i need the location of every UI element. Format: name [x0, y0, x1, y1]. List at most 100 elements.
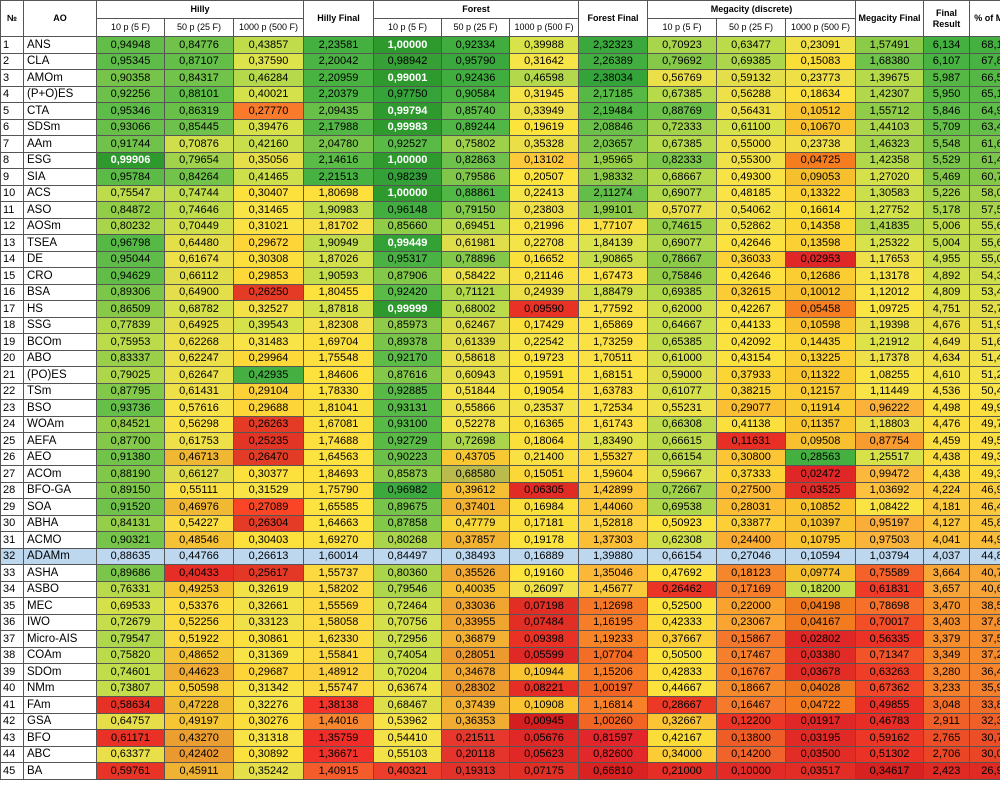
cell-megacity-10p: 0,28667 — [647, 696, 718, 714]
table-row[interactable]: 30 ABHA 0,84131 0,54227 0,26304 1,64663 0,8785… — [0, 514, 1000, 532]
table-row[interactable]: 21 (PO)ES 0,79025 0,62647 0,42935 1,84606 0,87… — [0, 366, 1000, 384]
table-row[interactable]: 25 AEFA 0,87700 0,61753 0,25235 1,74688 0,9272… — [0, 432, 1000, 450]
table-row[interactable]: 7 AAm 0,91744 0,70876 0,42160 2,04780 0,92527 0… — [0, 135, 1000, 153]
cell-megacity-final: 1,19398 — [855, 316, 925, 334]
cell-hilly-10p: 0,59761 — [96, 762, 165, 780]
subheader-forest-10p: 10 p (5 F) — [373, 18, 442, 37]
cell-hilly-final: 2,20042 — [303, 52, 374, 70]
table-row[interactable]: 44 ABC 0,63377 0,42402 0,30892 1,36671 0,55103… — [0, 745, 1000, 763]
cell-hilly-10p: 0,94948 — [96, 36, 165, 54]
table-row[interactable]: 4 (P+O)ES 0,92256 0,88101 0,40021 2,20379 0,97… — [0, 85, 1000, 103]
cell-hilly-1000p: 0,35242 — [233, 762, 304, 780]
cell-pct-max: 30,06 — [969, 745, 1000, 763]
table-row[interactable]: 10 ACS 0,75547 0,74744 0,30407 1,80698 1,00000… — [0, 184, 1000, 202]
table-row[interactable]: 37 Micro-AIS 0,79547 0,51922 0,30861 1,62330 0… — [0, 630, 1000, 648]
cell-forest-1000p: 0,17429 — [508, 316, 580, 334]
cell-hilly-1000p: 0,30308 — [233, 250, 304, 268]
cell-megacity-50p: 0,41138 — [716, 415, 787, 433]
cell-megacity-10p: 0,37667 — [647, 630, 718, 648]
table-row[interactable]: 11 ASO 0,84872 0,74646 0,31465 1,90983 0,96148… — [0, 201, 1000, 219]
cell-pct-max: 37,54 — [969, 630, 1000, 648]
cell-final-result: 3,470 — [923, 597, 971, 615]
table-row[interactable]: 29 SOA 0,91520 0,46976 0,27089 1,65585 0,89675… — [0, 498, 1000, 516]
cell-forest-final: 1,67473 — [578, 267, 649, 285]
table-row[interactable]: 2 CLA 0,95345 0,87107 0,37590 2,20042 0,98942 0… — [0, 52, 1000, 70]
table-row[interactable]: 26 AEO 0,91380 0,46713 0,26470 1,64563 0,90223… — [0, 448, 1000, 466]
cell-hilly-1000p: 0,46284 — [233, 69, 304, 87]
cell-forest-final: 1,12698 — [578, 597, 649, 615]
cell-forest-50p: 0,51844 — [441, 382, 510, 400]
subheader-megacity-50p: 50 p (25 F) — [716, 18, 787, 37]
table-row[interactable]: 43 BFO 0,61171 0,43270 0,31318 1,35759 0,54410… — [0, 729, 1000, 747]
table-row[interactable]: 39 SDOm 0,74601 0,44623 0,29687 1,48912 0,7020… — [0, 663, 1000, 681]
cell-hilly-1000p: 0,29964 — [233, 349, 304, 367]
table-row[interactable]: 17 HS 0,86509 0,68782 0,32527 1,87818 0,99999 0… — [0, 300, 1000, 318]
table-row[interactable]: 35 MEC 0,69533 0,53376 0,32661 1,55569 0,72464… — [0, 597, 1000, 615]
table-row[interactable]: 18 SSG 0,77839 0,64925 0,39543 1,82308 0,85973… — [0, 316, 1000, 334]
table-row[interactable]: 20 ABO 0,83337 0,62247 0,29964 1,75548 0,92170… — [0, 349, 1000, 367]
cell-final-result: 4,459 — [923, 432, 971, 450]
table-row[interactable]: 1 ANS 0,94948 0,84776 0,43857 2,23581 1,00000 0… — [0, 36, 1000, 54]
cell-megacity-50p: 0,17467 — [716, 646, 787, 664]
cell-forest-final: 1,77107 — [578, 217, 649, 235]
cell-megacity-final: 1,09725 — [855, 300, 925, 318]
table-row[interactable]: 31 ACMO 0,90321 0,48546 0,30403 1,69270 0,8026… — [0, 531, 1000, 549]
table-row[interactable]: 27 ACOm 0,88190 0,66127 0,30377 1,84693 0,8587… — [0, 465, 1000, 483]
cell-megacity-final: 0,56335 — [855, 630, 925, 648]
cell-hilly-1000p: 0,26470 — [233, 448, 304, 466]
cell-hilly-10p: 0,95044 — [96, 250, 165, 268]
table-row[interactable]: 6 SDSm 0,93066 0,85445 0,39476 2,17988 0,99983… — [0, 118, 1000, 136]
table-row[interactable]: 36 IWO 0,72679 0,52256 0,33123 1,58058 0,70756… — [0, 613, 1000, 631]
table-row[interactable]: 32 ADAMm 0,88635 0,44766 0,26613 1,60014 0,844… — [0, 547, 1000, 565]
cell-pct-max: 63,44 — [969, 118, 1000, 136]
table-row[interactable]: 23 BSO 0,93736 0,57616 0,29688 1,81041 0,93131… — [0, 399, 1000, 417]
table-row[interactable]: 3 AMOm 0,90358 0,84317 0,46284 2,20959 0,99001… — [0, 69, 1000, 87]
cell-forest-50p: 0,72698 — [441, 432, 510, 450]
cell-pct-max: 40,63 — [969, 580, 1000, 598]
table-row[interactable]: 19 BCOm 0,75953 0,62268 0,31483 1,69704 0,8937… — [0, 333, 1000, 351]
cell-hilly-1000p: 0,32619 — [233, 580, 304, 598]
table-row[interactable]: 15 CRO 0,94629 0,66112 0,29853 1,90593 0,87906… — [0, 267, 1000, 285]
table-row[interactable]: 13 TSEA 0,96798 0,64480 0,29672 1,90949 0,9944… — [0, 234, 1000, 252]
table-row[interactable]: 45 BA 0,59761 0,45911 0,35242 1,40915 0,40321 0… — [0, 762, 1000, 780]
table-row[interactable]: 42 GSA 0,64757 0,49197 0,30276 1,44016 0,53962… — [0, 712, 1000, 730]
table-row[interactable]: 9 SIA 0,95784 0,84264 0,41465 2,21513 0,98239 0… — [0, 168, 1000, 186]
cell-megacity-1000p: 0,10012 — [785, 283, 857, 301]
table-row[interactable]: 33 ASHA 0,89686 0,40433 0,25617 1,55737 0,8036… — [0, 564, 1000, 582]
cell-forest-10p: 0,93131 — [373, 399, 442, 417]
cell-forest-10p: 0,80360 — [373, 564, 442, 582]
table-row[interactable]: 41 FAm 0,58634 0,47228 0,32276 1,38138 0,68467… — [0, 696, 1000, 714]
cell-hilly-10p: 0,89686 — [96, 564, 165, 582]
cell-forest-final: 1,52818 — [578, 514, 649, 532]
row-number: 9 — [0, 168, 24, 186]
cell-megacity-1000p: 0,03525 — [785, 481, 857, 499]
table-row[interactable]: 40 NMm 0,73807 0,50598 0,31342 1,55747 0,63674… — [0, 679, 1000, 697]
table-row[interactable]: 34 ASBO 0,76331 0,49253 0,32619 1,58202 0,7954… — [0, 580, 1000, 598]
cell-megacity-final: 1,42358 — [855, 151, 925, 169]
cell-megacity-10p: 0,70923 — [647, 36, 718, 54]
cell-forest-10p: 1,00000 — [373, 151, 442, 169]
cell-hilly-1000p: 0,42160 — [233, 135, 304, 153]
cell-hilly-final: 2,09435 — [303, 102, 374, 120]
table-row[interactable]: 14 DE 0,95044 0,61674 0,30308 1,87026 0,95317 0… — [0, 250, 1000, 268]
cell-hilly-1000p: 0,29672 — [233, 234, 304, 252]
table-row[interactable]: 16 BSA 0,89306 0,64900 0,26250 1,80455 0,92420… — [0, 283, 1000, 301]
cell-megacity-final: 1,27020 — [855, 168, 925, 186]
header-hilly-final: Hilly Final — [303, 0, 374, 37]
cell-megacity-10p: 0,44667 — [647, 679, 718, 697]
cell-megacity-10p: 0,88769 — [647, 102, 718, 120]
cell-megacity-50p: 0,33877 — [716, 514, 787, 532]
cell-forest-50p: 0,58422 — [441, 267, 510, 285]
subheader-megacity-10p: 10 p (5 F) — [647, 18, 718, 37]
table-row[interactable]: 12 AOSm 0,80232 0,70449 0,31021 1,81702 0,8566… — [0, 217, 1000, 235]
cell-megacity-50p: 0,32615 — [716, 283, 787, 301]
table-row[interactable]: 5 CTA 0,95346 0,86319 0,27770 2,09435 0,99794 0… — [0, 102, 1000, 120]
cell-hilly-final: 1,84606 — [303, 366, 374, 384]
cell-megacity-final: 0,59162 — [855, 729, 925, 747]
table-row[interactable]: 24 WOAm 0,84521 0,56298 0,26263 1,67081 0,9310… — [0, 415, 1000, 433]
cell-hilly-50p: 0,48546 — [164, 531, 234, 549]
table-row[interactable]: 22 TSm 0,87795 0,61431 0,29104 1,78330 0,92885… — [0, 382, 1000, 400]
table-row[interactable]: 8 ESG 0,99906 0,79654 0,35056 2,14616 1,00000 0… — [0, 151, 1000, 169]
table-row[interactable]: 38 COAm 0,75820 0,48652 0,31369 1,55841 0,7405… — [0, 646, 1000, 664]
table-row[interactable]: 28 BFO-GA 0,89150 0,55111 0,31529 1,75790 0,96… — [0, 481, 1000, 499]
